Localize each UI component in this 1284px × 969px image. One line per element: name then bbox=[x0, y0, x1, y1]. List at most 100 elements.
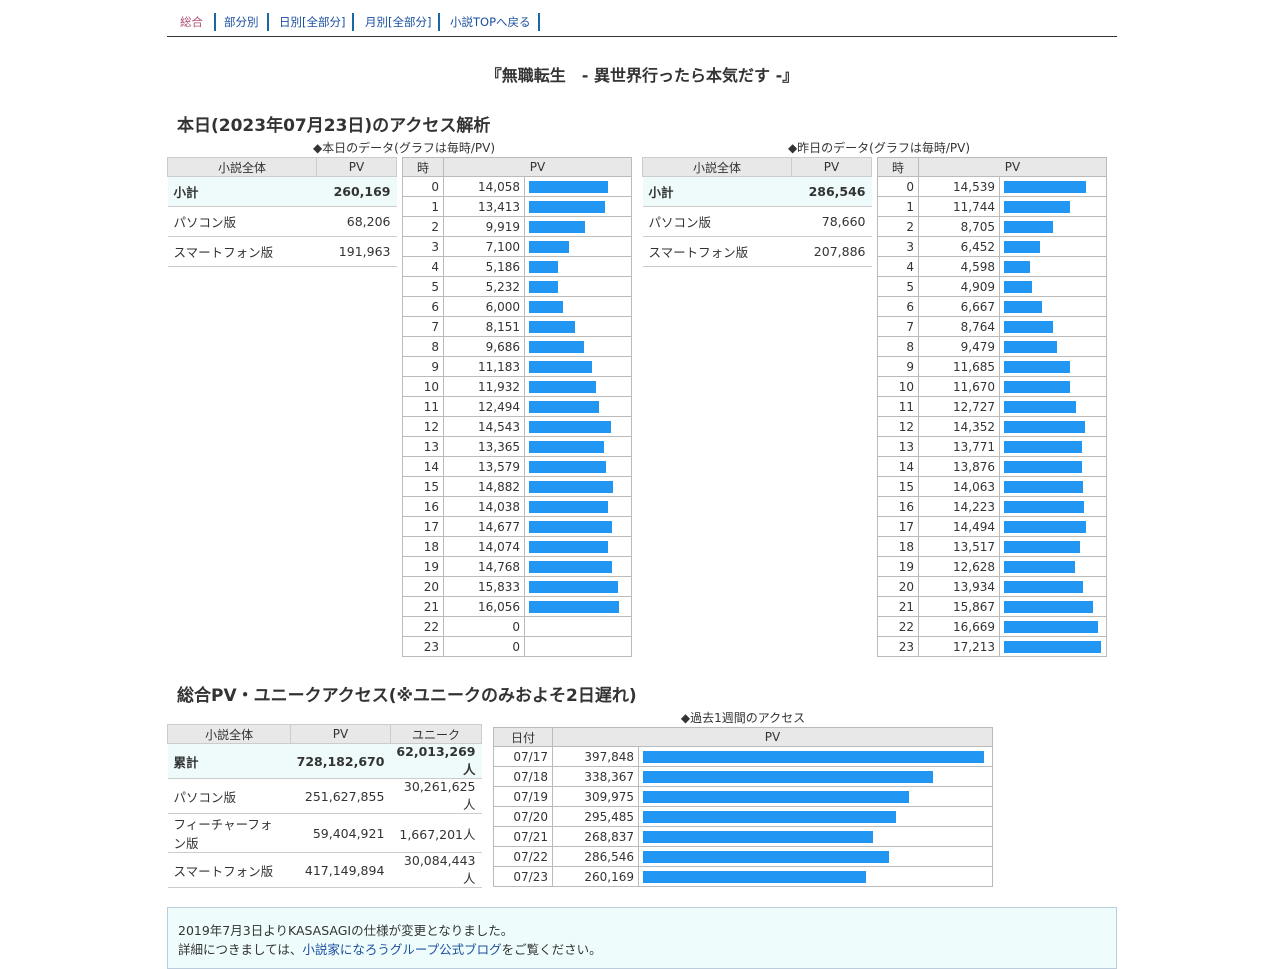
table-row: 14 13,876 bbox=[877, 456, 1107, 477]
table-row: 0 14,539 bbox=[877, 176, 1107, 197]
pv-bar bbox=[529, 340, 584, 353]
pv-cell: 14,038 bbox=[443, 496, 525, 517]
hour-cell: 23 bbox=[402, 636, 444, 657]
table-row: 23 0 bbox=[402, 636, 632, 657]
hour-cell: 5 bbox=[877, 276, 919, 297]
weekly-caption: ◆過去1週間のアクセス bbox=[680, 711, 806, 725]
hour-cell: 21 bbox=[877, 596, 919, 617]
pv-cell: 13,771 bbox=[918, 436, 1000, 457]
bar-cell bbox=[999, 636, 1107, 657]
yesterday-summary-table: 小説全体 PV 小計 286,546 パソコン版 78,660 スマートフォン版… bbox=[642, 157, 872, 267]
bar-cell bbox=[999, 336, 1107, 357]
notice-line-2-prefix: 詳細につきましては、 bbox=[178, 942, 303, 957]
table-row: 10 11,670 bbox=[877, 376, 1107, 397]
table-row: 22 0 bbox=[402, 616, 632, 637]
access-section-title: 本日(2023年07月23日)のアクセス解析 bbox=[177, 116, 491, 136]
table-row: 2 8,705 bbox=[877, 216, 1107, 237]
nav-summary[interactable]: 総合 bbox=[180, 13, 216, 31]
row-label: スマートフォン版 bbox=[167, 236, 317, 267]
date-cell: 07/22 bbox=[493, 846, 553, 867]
pv-cell: 11,685 bbox=[918, 356, 1000, 377]
table-row: 15 14,882 bbox=[402, 476, 632, 497]
pv-bar bbox=[1004, 420, 1085, 433]
official-blog-link[interactable]: 小説家になろうグループ公式ブログ bbox=[302, 942, 502, 957]
bar-cell bbox=[999, 596, 1107, 617]
bar-cell bbox=[999, 236, 1107, 257]
pv-bar bbox=[1004, 600, 1093, 613]
row-label: スマートフォン版 bbox=[642, 236, 792, 267]
bar-cell bbox=[999, 396, 1107, 417]
table-row: 17 14,494 bbox=[877, 516, 1107, 537]
notice-line-2: 詳細につきましては、小説家になろうグループ公式ブログをご覧ください。 bbox=[178, 939, 602, 958]
nav-back-to-novel-top[interactable]: 小説TOPへ戻る bbox=[450, 13, 540, 31]
pv-cell: 8,764 bbox=[918, 316, 1000, 337]
bar-cell bbox=[524, 636, 632, 657]
table-row: 12 14,352 bbox=[877, 416, 1107, 437]
column-header: 小説全体 bbox=[642, 157, 792, 177]
table-row: スマートフォン版 207,886 bbox=[642, 236, 872, 267]
date-cell: 07/20 bbox=[493, 806, 553, 827]
pv-bar bbox=[529, 600, 619, 613]
bar-cell bbox=[999, 616, 1107, 637]
bar-cell bbox=[999, 556, 1107, 577]
pv-bar bbox=[529, 580, 618, 593]
pv-cell: 260,169 bbox=[552, 866, 639, 887]
nav-daily-all[interactable]: 日別[全部分] bbox=[279, 13, 354, 31]
table-row: 1 13,413 bbox=[402, 196, 632, 217]
pv-bar bbox=[1004, 320, 1053, 333]
pv-cell: 14,063 bbox=[918, 476, 1000, 497]
table-row: 19 12,628 bbox=[877, 556, 1107, 577]
table-row: 14 13,579 bbox=[402, 456, 632, 477]
hour-cell: 3 bbox=[877, 236, 919, 257]
pv-cell: 12,727 bbox=[918, 396, 1000, 417]
date-cell: 07/19 bbox=[493, 786, 553, 807]
nav-by-part[interactable]: 部分別 bbox=[224, 13, 269, 31]
pv-cell: 16,669 bbox=[918, 616, 1000, 637]
pv-cell: 0 bbox=[443, 616, 525, 637]
pv-cell: 4,598 bbox=[918, 256, 1000, 277]
pv-cell: 13,365 bbox=[443, 436, 525, 457]
pv-bar bbox=[1004, 240, 1040, 253]
row-value: 78,660 bbox=[791, 206, 872, 237]
bar-cell bbox=[638, 846, 993, 867]
pv-cell: 7,100 bbox=[443, 236, 525, 257]
hour-cell: 12 bbox=[877, 416, 919, 437]
hour-cell: 20 bbox=[402, 576, 444, 597]
pv-cell: 11,183 bbox=[443, 356, 525, 377]
pv-bar bbox=[1004, 540, 1080, 553]
column-header: PV bbox=[290, 724, 391, 744]
table-row: 20 15,833 bbox=[402, 576, 632, 597]
pv-bar bbox=[1004, 200, 1070, 213]
table-row: 1 11,744 bbox=[877, 196, 1107, 217]
table-row: 07/19 309,975 bbox=[493, 786, 993, 807]
pv-cell: 14,882 bbox=[443, 476, 525, 497]
hour-cell: 23 bbox=[877, 636, 919, 657]
bar-cell bbox=[524, 276, 632, 297]
pv-cell: 4,909 bbox=[918, 276, 1000, 297]
pv-cell: 286,546 bbox=[552, 846, 639, 867]
bar-cell bbox=[638, 786, 993, 807]
column-header: 小説全体 bbox=[167, 157, 317, 177]
table-row: 15 14,063 bbox=[877, 476, 1107, 497]
row-label: 小計 bbox=[167, 176, 317, 207]
pv-bar bbox=[1004, 380, 1070, 393]
pv-bar bbox=[643, 850, 889, 863]
table-row: スマートフォン版 417,149,894 30,084,443人 bbox=[167, 852, 482, 888]
hour-cell: 13 bbox=[402, 436, 444, 457]
total-section-title: 総合PV・ユニークアクセス(※ユニークのみおよそ2日遅れ) bbox=[177, 686, 637, 706]
nav-monthly-all[interactable]: 月別[全部分] bbox=[365, 13, 440, 31]
column-header: PV bbox=[918, 157, 1107, 177]
table-row: 07/21 268,837 bbox=[493, 826, 993, 847]
pv-bar bbox=[1004, 520, 1086, 533]
notice-box: 2019年7月3日よりKASASAGIの仕様が変更となりました。 詳細につきまし… bbox=[167, 907, 1117, 969]
table-row: 3 7,100 bbox=[402, 236, 632, 257]
hour-cell: 7 bbox=[877, 316, 919, 337]
pv-cell: 8,151 bbox=[443, 316, 525, 337]
pv-bar bbox=[529, 300, 563, 313]
pv-bar bbox=[529, 480, 613, 493]
table-row: 18 14,074 bbox=[402, 536, 632, 557]
pv-bar bbox=[529, 560, 612, 573]
pv-cell: 309,975 bbox=[552, 786, 639, 807]
row-label: パソコン版 bbox=[167, 206, 317, 237]
hour-cell: 15 bbox=[402, 476, 444, 497]
